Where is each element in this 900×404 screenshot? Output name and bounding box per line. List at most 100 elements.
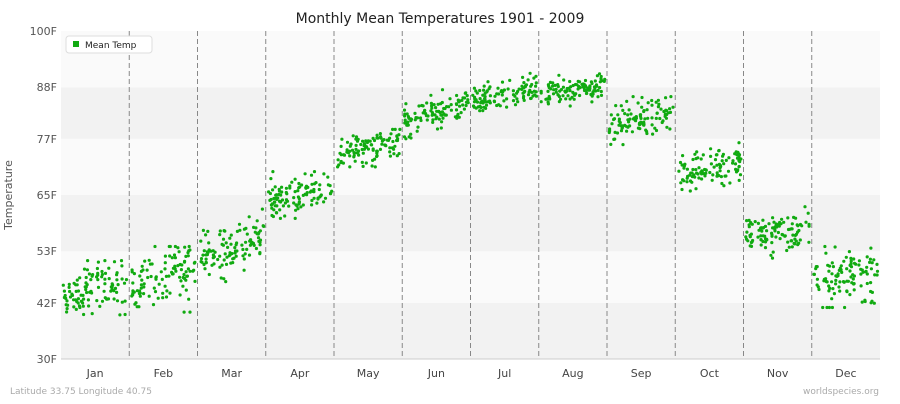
data-point — [107, 266, 111, 270]
data-point — [859, 272, 863, 276]
legend-label: Mean Temp — [85, 41, 137, 51]
data-point — [715, 163, 719, 167]
data-point — [103, 271, 108, 275]
data-point — [241, 254, 245, 258]
data-point — [173, 256, 177, 260]
data-point — [753, 220, 757, 224]
data-point — [636, 126, 641, 130]
data-point — [668, 107, 672, 111]
data-point — [188, 248, 192, 252]
data-point — [599, 89, 603, 94]
data-point — [464, 100, 469, 104]
data-point — [796, 230, 800, 234]
data-point — [393, 144, 397, 148]
data-point — [697, 176, 701, 180]
data-point — [839, 268, 843, 272]
data-point — [96, 260, 100, 264]
data-point — [352, 151, 356, 155]
data-point — [565, 86, 569, 91]
data-point — [242, 257, 246, 261]
data-point — [697, 166, 701, 170]
data-point — [275, 193, 279, 197]
y-tick-label: 42F — [37, 297, 57, 310]
data-point — [552, 88, 556, 92]
data-point — [511, 99, 516, 103]
data-point — [68, 289, 72, 294]
data-point — [74, 307, 78, 311]
data-point — [474, 106, 478, 110]
data-point — [224, 241, 228, 245]
data-point — [493, 94, 497, 98]
data-point — [293, 177, 297, 181]
data-point — [75, 299, 79, 304]
data-point — [274, 211, 278, 215]
data-point — [119, 259, 124, 263]
data-point — [529, 84, 533, 88]
data-point — [482, 105, 486, 109]
data-point — [234, 243, 238, 247]
data-point — [86, 298, 90, 302]
data-point — [317, 187, 321, 192]
data-point — [204, 253, 208, 257]
chart-title: Monthly Mean Temperatures 1901 - 2009 — [296, 11, 585, 27]
data-point — [572, 97, 576, 101]
data-point — [727, 156, 731, 160]
data-point — [625, 99, 629, 103]
data-point — [440, 100, 444, 105]
legend-box — [65, 35, 153, 54]
data-point — [245, 232, 249, 236]
data-point — [831, 287, 835, 291]
data-point — [869, 267, 874, 271]
data-point — [429, 101, 433, 105]
data-point — [696, 156, 700, 160]
data-point — [786, 240, 790, 244]
data-point — [630, 130, 635, 134]
data-point — [430, 106, 434, 110]
data-point — [102, 289, 106, 293]
data-point — [485, 89, 489, 93]
data-point — [483, 91, 487, 95]
data-point — [551, 84, 555, 88]
data-point — [340, 137, 344, 141]
data-point — [534, 74, 538, 78]
data-point — [690, 180, 694, 184]
data-point — [322, 200, 326, 204]
data-point — [846, 279, 851, 283]
data-point — [599, 74, 603, 79]
data-point — [161, 291, 165, 295]
data-point — [252, 243, 256, 247]
data-point — [693, 175, 697, 179]
data-point — [572, 92, 576, 96]
data-point — [526, 78, 530, 82]
data-point — [709, 154, 713, 158]
data-point — [492, 100, 497, 104]
data-point — [857, 259, 862, 263]
data-point — [845, 267, 849, 271]
data-point — [704, 171, 708, 175]
data-point — [863, 298, 867, 302]
data-point — [110, 287, 114, 291]
data-point — [830, 305, 835, 310]
y-axis-label: Temperature — [2, 160, 15, 231]
data-point — [547, 86, 551, 90]
data-point — [664, 116, 669, 120]
data-point — [279, 200, 283, 204]
data-point — [654, 100, 658, 104]
data-point — [430, 113, 434, 117]
data-point — [284, 190, 288, 195]
x-axis-ticks: Jan Feb Mar Apr May Jun Jul Aug Sep Oct Nov Dec — [86, 367, 857, 380]
data-point — [151, 303, 156, 307]
data-point — [229, 261, 233, 265]
data-point — [778, 237, 782, 241]
data-point — [386, 138, 391, 142]
data-point — [636, 101, 640, 105]
data-point — [140, 264, 144, 268]
x-tick-label: Nov — [767, 367, 789, 380]
x-tick-label: Aug — [562, 367, 583, 380]
data-point — [223, 229, 227, 233]
data-point — [359, 142, 363, 147]
data-point — [193, 279, 197, 283]
data-point — [769, 253, 773, 257]
data-point — [178, 293, 182, 297]
data-point — [150, 262, 154, 266]
